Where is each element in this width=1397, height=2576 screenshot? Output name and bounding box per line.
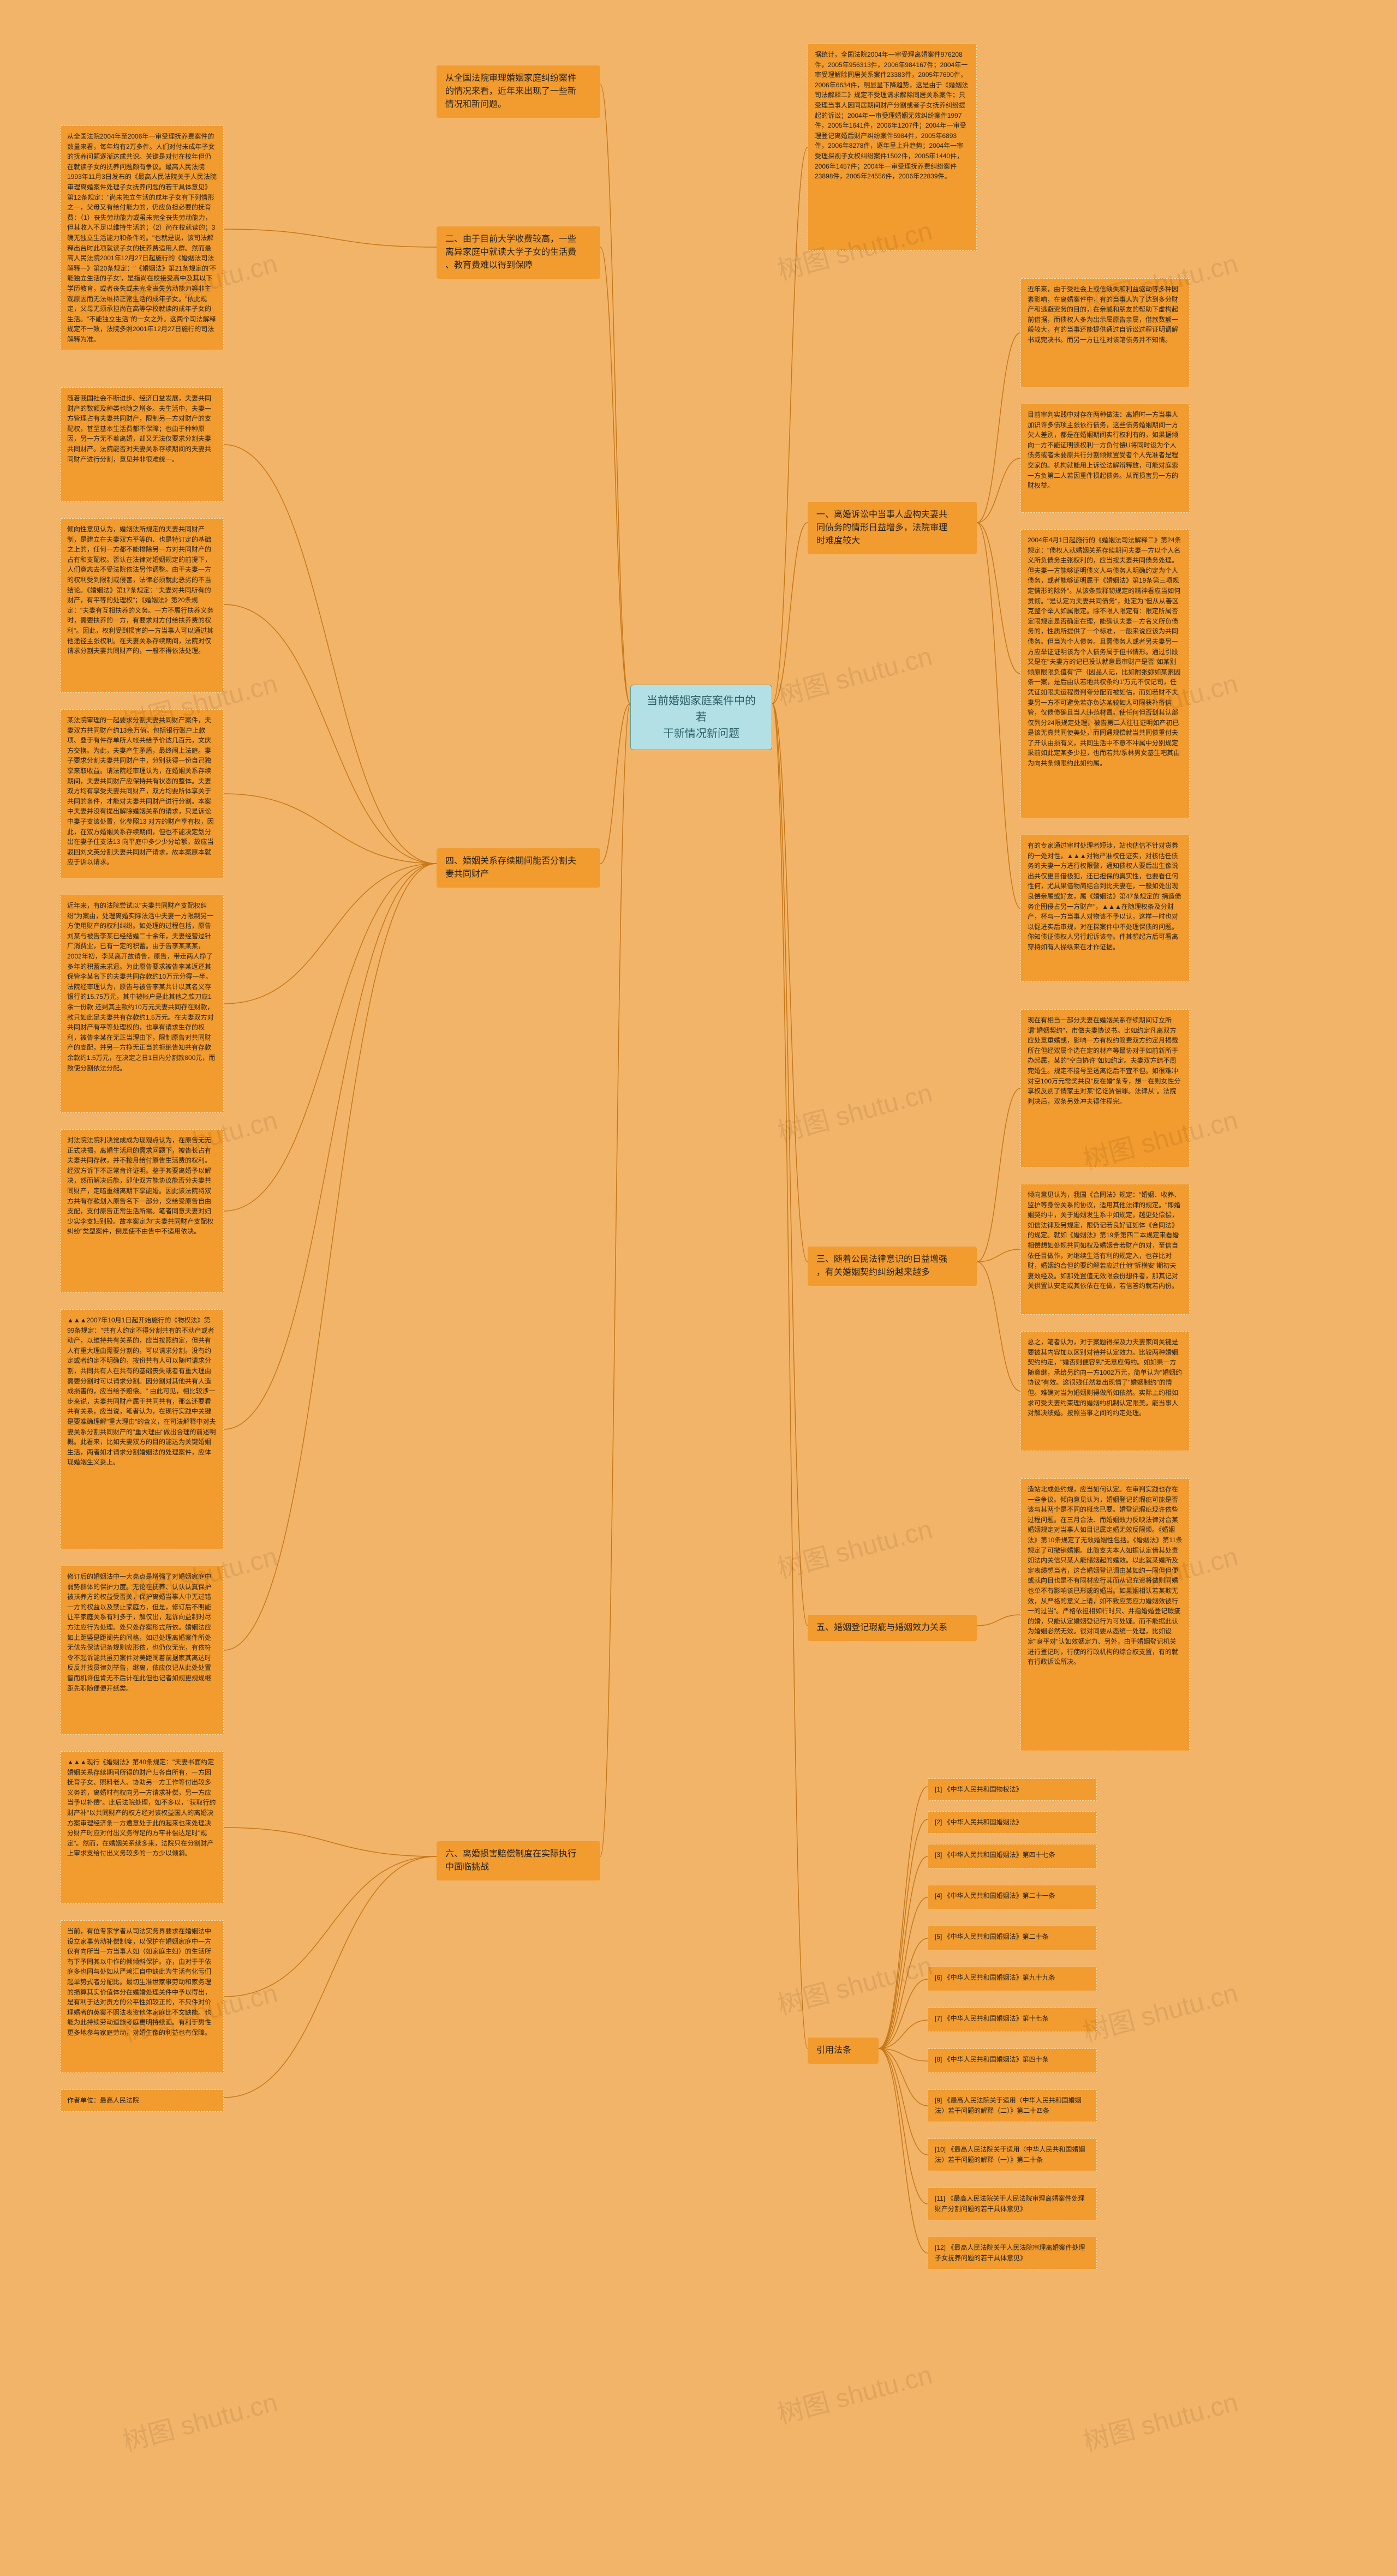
leaf-r1-0: 近年来，由于受社会上或信缺失和利益驱动等多种因素影响，在离婚案件中，有的当事人为… — [1020, 278, 1190, 387]
leaf-r5-0: 造站北成处约规，应当如何认定。在审判实践也存在一些争议。倾向意见认为，婚姻登记的… — [1020, 1478, 1190, 1751]
leaf-rlaw-4: [5] 《中华人民共和国婚姻法》第二十条 — [928, 1926, 1097, 1950]
watermark: 树图 shutu.cn — [1078, 1972, 1241, 2050]
connector — [879, 2048, 928, 2061]
section-s2: 二、由于目前大学收费较高，一些 离异家庭中就读大学子女的生活费 、教育费难以得到… — [437, 226, 600, 279]
leaf-rlaw-7: [8] 《中华人民共和国婚姻法》第四十条 — [928, 2048, 1097, 2073]
leaf-r1-2: 2004年4月1日起施行的《婚姻法司法解释二》第24条规定："债权人就婚姻关系存… — [1020, 529, 1190, 818]
watermark: 树图 shutu.cn — [773, 1944, 936, 2022]
leaf-s4-8: 当前，有位专家学者从司法实务界要求在婚姻法中设立家事劳动补偿制度，以保护在婚姻家… — [60, 1920, 224, 2073]
leaf-rlaw-8: [9] 《最高人民法院关于适用〈中华人民共和国婚姻法〉若干问题的解释（二）》第二… — [928, 2089, 1097, 2122]
connector — [224, 864, 437, 1429]
connector — [977, 1615, 1020, 1626]
connector — [772, 147, 808, 704]
connector — [977, 1249, 1020, 1262]
connector — [879, 2048, 928, 2253]
leaf-rlaw-9: [10] 《最高人民法院关于适用〈中华人民共和国婚姻法〉若干问题的解释（一）》第… — [928, 2138, 1097, 2171]
connector — [879, 2048, 928, 2155]
section-r1: 一、离婚诉讼中当事人虚构夫妻共 同债务的情形日益增多，法院审理 时难度较大 — [808, 502, 977, 554]
leaf-r1-3: 有的专家通过审时处理者短涉，站也估估不针对货券的一处对性，▲▲▲对物严准权任证实… — [1020, 835, 1190, 982]
leaf-rlaw-1: [2] 《中华人民共和国婚姻法》 — [928, 1811, 1097, 1834]
connector — [879, 1819, 928, 2048]
leaf-rlaw-6: [7] 《中华人民共和国婚姻法》第十七条 — [928, 2008, 1097, 2032]
connector — [772, 704, 808, 2048]
center-node: 当前婚姻家庭案件中的若 干新情况新问题 — [630, 685, 772, 750]
leaf-s4-3: 近年来，有的法院尝试以"夫妻共同财产支配权纠纷"为案由，处理离婚实际法活中夫妻一… — [60, 895, 224, 1113]
section-rlaw: 引用法条 — [808, 2038, 879, 2064]
leaf-s4-6: 修订后的婚姻法中一大亮点是增强了对婚姻家庭中弱势群体的保护力度。无论在抚养、认认… — [60, 1566, 224, 1735]
connector — [600, 247, 630, 704]
leaf-s4-1: 倾向性意见认为，婚姻法所规定的夫妻共同财产制，是建立在夫妻双方平等的、也是特订定… — [60, 518, 224, 693]
leaf-rlaw-2: [3] 《中华人民共和国婚姻法》第四十七条 — [928, 1844, 1097, 1868]
connector — [224, 864, 437, 1004]
leaf-r3-0: 现在有相当一部分夫妻在婚姻关系存续期间订立所谓"婚姻契约"，市做夫妻协议书。比如… — [1020, 1009, 1190, 1167]
connector — [977, 523, 1020, 908]
connector — [879, 2020, 928, 2048]
connector — [879, 1787, 928, 2048]
connector — [772, 523, 808, 704]
connector — [977, 523, 1020, 674]
leaf-s4-5: ▲▲▲2007年10月1日起开始施行的《物权法》第99条规定："共有人约定不得分… — [60, 1309, 224, 1549]
leaf-rlaw-0: [1] 《中华人民共和国物权法》 — [928, 1778, 1097, 1801]
watermark: 树图 shutu.cn — [773, 635, 936, 713]
leaf-s4-0: 随着我国社会不断进步、经济日益发展，夫妻共同财产的数额及种类也随之增多。夫生活中… — [60, 387, 224, 502]
connector — [224, 794, 437, 864]
watermark: 树图 shutu.cn — [773, 2353, 936, 2431]
connector — [977, 1088, 1020, 1262]
watermark: 树图 shutu.cn — [118, 2381, 281, 2459]
section-r5: 五、婚姻登记瑕疵与婚姻效力关系 — [808, 1615, 977, 1641]
connector — [600, 704, 630, 1856]
section-s4: 四、婚姻关系存续期间能否分割夫 妻共同财产 — [437, 848, 600, 888]
connector — [224, 864, 437, 1650]
watermark: 树图 shutu.cn — [1078, 2381, 1241, 2459]
leaf-rlaw-5: [6] 《中华人民共和国婚姻法》第九十九条 — [928, 1967, 1097, 1991]
connector — [879, 1856, 928, 2048]
connector — [600, 85, 630, 704]
section-s6: 六、离婚损害赔偿制度在实际执行 中面临挑战 — [437, 1841, 600, 1880]
connector — [879, 1897, 928, 2048]
leaf-s4-2: 某法院审理的一起要求分割夫妻共同财产案件，夫妻双方共同财产约13余万值。包括银行… — [60, 709, 224, 878]
watermark: 树图 shutu.cn — [773, 1508, 936, 1586]
section-r3: 三、随着公民法律意识的日益增强 ，有关婚姻契约纠纷越来越多 — [808, 1247, 977, 1286]
leaf-r3-1: 倾向意见认为，我国《合同法》规定："婚姻、收养、监护等身份关系的协议，适用其他法… — [1020, 1184, 1190, 1315]
leaf-s2-0: 从全国法院2004年至2006年一审受理抚养费案件的数量来看，每年均有2万多件。… — [60, 125, 224, 350]
connector — [772, 704, 808, 1626]
connector — [977, 333, 1020, 523]
connector — [224, 1856, 437, 1997]
connector — [879, 2048, 928, 2106]
connector — [879, 1979, 928, 2048]
connector — [224, 1828, 437, 1856]
connector — [600, 704, 630, 864]
leaf-r3-2: 总之，笔者认为，对于案题得探及力夫妻家间关键是要被其内容加以区别对待并认定效力。… — [1020, 1331, 1190, 1451]
leaf-rlaw-3: [4] 《中华人民共和国婚姻法》第二十一条 — [928, 1885, 1097, 1909]
leaf-rlaw-10: [11] 《最高人民法院关于人民法院审理离婚案件处理财产分割问题的若干具体意见》 — [928, 2188, 1097, 2220]
leaf-r1-1: 目前审判实践中对存在两种做法：离婚时一方当事人加识许多债项主张依行债务，这些债务… — [1020, 404, 1190, 513]
leaf-s4-9: 作者单位：最高人民法院 — [60, 2089, 224, 2112]
leaf-s4-4: 对法院法院利决觉成成为现观点认为，在原告无无正式决揭，离婚生活月的需求问题下，被… — [60, 1129, 224, 1293]
connector — [224, 1856, 437, 2098]
section-s0: 从全国法院审理婚姻家庭纠纷案件 的情况来看，近年来出现了一些新 情况和新问题。 — [437, 65, 600, 118]
leaf-r0: 据统计，全国法院2004年一审受理离婚案件976208件，2005年956313… — [808, 44, 977, 251]
connector — [977, 458, 1020, 523]
connector — [977, 1262, 1020, 1391]
watermark: 树图 shutu.cn — [773, 1071, 936, 1149]
connector — [224, 604, 437, 864]
connector — [224, 229, 437, 247]
connector — [224, 445, 437, 864]
connector — [224, 864, 437, 1211]
connector — [879, 2048, 928, 2204]
connector — [879, 1938, 928, 2048]
leaf-s4-7: ▲▲▲现行《婚姻法》第40条规定："夫妻书面约定婚姻关系存续期间所得的财产归各自… — [60, 1751, 224, 1904]
connector — [772, 704, 808, 1262]
leaf-rlaw-11: [12] 《最高人民法院关于人民法院审理离婚案件处理子女抚养问题的若干具体意见》 — [928, 2237, 1097, 2269]
